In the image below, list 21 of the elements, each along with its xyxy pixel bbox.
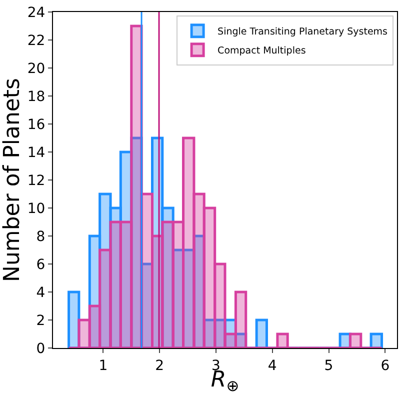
y-tick-label: 24 [27, 4, 46, 21]
y-tick-label: 0 [36, 340, 46, 357]
y-tick-label: 20 [27, 60, 46, 77]
y-tick-label: 12 [27, 172, 46, 189]
x-tick-label: 1 [98, 358, 108, 374]
y-axis-title: Number of Planets [0, 78, 25, 282]
y-tick-label: 10 [27, 200, 46, 217]
y-tick-label: 2 [36, 312, 46, 329]
x-tick-label: 2 [155, 358, 164, 374]
x-tick-label: 5 [324, 358, 334, 374]
y-tick-label: 6 [36, 256, 46, 273]
x-tick-label: 6 [380, 358, 390, 374]
y-tick-label: 22 [27, 32, 46, 49]
legend-label: Compact Multiples [218, 46, 306, 57]
y-tick-label: 8 [36, 228, 46, 245]
y-tick-label: 4 [36, 284, 46, 301]
y-tick-label: 18 [27, 88, 46, 105]
legend-label: Single Transiting Planetary Systems [218, 26, 388, 38]
x-tick-label: 4 [268, 358, 277, 374]
y-tick-label: 16 [27, 116, 46, 133]
y-tick-label: 14 [27, 144, 46, 161]
